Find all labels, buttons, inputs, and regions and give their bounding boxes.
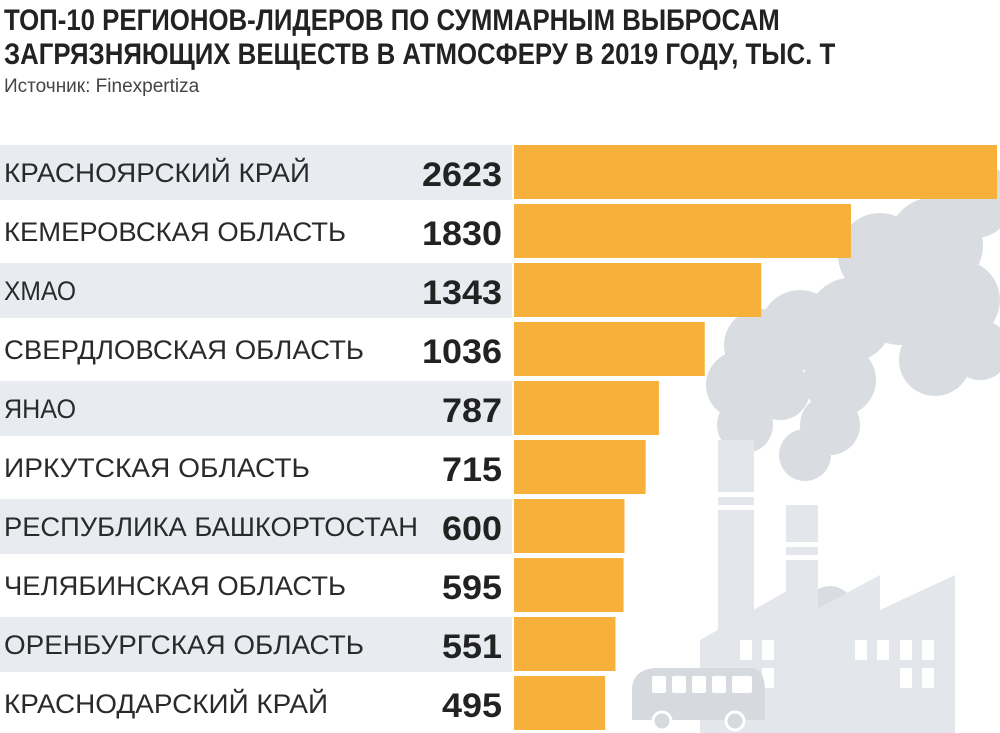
category-label: СВЕРДЛОВСКАЯ ОБЛАСТЬ <box>4 335 364 365</box>
title-block: ТОП-10 РЕГИОНОВ-ЛИДЕРОВ ПО СУММАРНЫМ ВЫБ… <box>4 4 994 98</box>
bar <box>514 558 624 612</box>
row-band <box>0 263 512 318</box>
row-band <box>0 145 512 200</box>
value-label: 1830 <box>422 215 502 253</box>
row-band <box>0 499 512 554</box>
value-label: 1343 <box>422 274 502 312</box>
category-label: ЧЕЛЯБИНСКАЯ ОБЛАСТЬ <box>4 571 346 601</box>
value-labels: 2623 1830 1343 1036 787 715 600 595 551 495 <box>422 156 502 725</box>
category-label: КРАСНОДАРСКИЙ КРАЙ <box>4 688 328 719</box>
row-band <box>0 617 512 672</box>
bus-icon <box>632 668 765 732</box>
bars <box>514 145 997 730</box>
value-label: 495 <box>442 687 502 725</box>
value-label: 551 <box>442 628 502 666</box>
category-label: ИРКУТСКАЯ ОБЛАСТЬ <box>4 453 310 483</box>
category-label: ОРЕНБУРГСКАЯ ОБЛАСТЬ <box>4 630 364 660</box>
row-bands <box>0 145 512 672</box>
value-label: 1036 <box>422 333 502 371</box>
bar <box>514 322 705 376</box>
value-label: 595 <box>442 569 502 607</box>
category-label: КРАСНОЯРСКИЙ КРАЙ <box>4 157 310 188</box>
value-label: 715 <box>442 451 502 489</box>
smoke-plume-icon <box>706 162 1000 672</box>
bar <box>514 263 762 317</box>
category-label: РЕСПУБЛИКА БАШКОРТОСТАН <box>4 512 418 542</box>
value-label: 600 <box>442 510 502 548</box>
bar <box>514 617 616 671</box>
chart-title-line-1: ТОП-10 РЕГИОНОВ-ЛИДЕРОВ ПО СУММАРНЫМ ВЫБ… <box>4 4 780 37</box>
value-label: 787 <box>442 392 502 430</box>
source-note: Источник: Finexpertiza <box>4 76 200 97</box>
chart-title-line-2: ЗАГРЯЗНЯЮЩИХ ВЕЩЕСТВ В АТМОСФЕРУ В 2019 … <box>4 38 836 71</box>
row-band <box>0 381 512 436</box>
bar <box>514 440 646 494</box>
bar <box>514 381 659 435</box>
category-labels: КРАСНОЯРСКИЙ КРАЙ КЕМЕРОВСКАЯ ОБЛАСТЬ ХМАО… <box>4 157 418 719</box>
bar <box>514 499 625 553</box>
category-label: КЕМЕРОВСКАЯ ОБЛАСТЬ <box>4 217 346 247</box>
category-label: ХМАО <box>4 276 76 306</box>
bar <box>514 204 851 258</box>
illustration <box>632 162 1000 733</box>
bar <box>514 145 997 199</box>
value-label: 2623 <box>422 156 502 194</box>
category-label: ЯНАО <box>4 394 76 424</box>
bar <box>514 676 606 730</box>
